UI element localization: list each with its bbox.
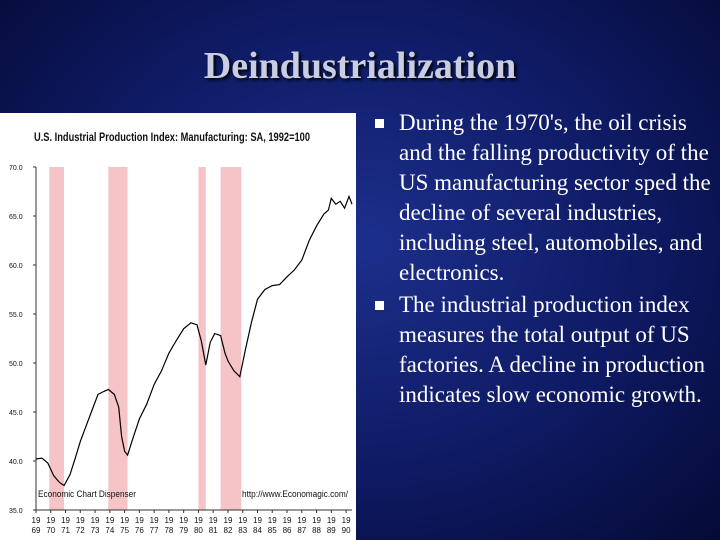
x-tick-label: 19 [283, 516, 292, 525]
chart-image: U.S. Industrial Production Index: Manufa… [0, 113, 356, 540]
y-tick-label: 35.0 [9, 508, 23, 515]
y-tick-label: 50.0 [9, 361, 23, 368]
x-tick-label: 74 [105, 526, 114, 535]
y-tick-label: 45.0 [9, 410, 23, 417]
x-tick-label: 87 [297, 526, 306, 535]
x-tick-label: 85 [268, 526, 277, 535]
industrial-production-chart: U.S. Industrial Production Index: Manufa… [9, 130, 353, 535]
x-tick-label: 69 [32, 526, 41, 535]
x-tick-label: 70 [46, 526, 55, 535]
x-tick-label: 77 [150, 526, 159, 535]
x-tick-label: 19 [209, 516, 218, 525]
x-tick-label: 80 [194, 526, 203, 535]
x-tick-label: 19 [253, 516, 262, 525]
x-tick-label: 19 [268, 516, 277, 525]
x-tick-label: 83 [238, 526, 247, 535]
x-tick-label: 84 [253, 526, 262, 535]
bullet-item: The industrial production index measures… [372, 290, 712, 410]
y-tick-label: 40.0 [9, 459, 23, 466]
x-tick-label: 19 [179, 516, 188, 525]
slide-title: Deindustrialization [203, 45, 517, 87]
x-tick-label: 76 [135, 526, 144, 535]
x-tick-label: 90 [342, 526, 351, 535]
recession-band [49, 167, 65, 510]
x-tick-label: 79 [179, 526, 188, 535]
x-tick-label: 19 [238, 516, 247, 525]
recession-band [108, 167, 128, 510]
bullet-marker-icon [375, 119, 384, 128]
x-tick-label: 19 [32, 516, 41, 525]
x-tick-label: 19 [76, 516, 85, 525]
x-tick-label: 19 [91, 516, 100, 525]
y-tick-label: 70.0 [9, 165, 23, 172]
bullet-text: The industrial production index measures… [399, 292, 705, 407]
x-tick-label: 82 [224, 526, 233, 535]
y-tick-label: 60.0 [9, 263, 23, 270]
chart-title: U.S. Industrial Production Index: Manufa… [34, 130, 310, 144]
x-tick-label: 19 [224, 516, 233, 525]
x-tick-label: 81 [209, 526, 218, 535]
x-tick-label: 19 [327, 516, 336, 525]
bullet-item: During the 1970's, the oil crisis and th… [372, 108, 712, 288]
x-tick-label: 75 [120, 526, 129, 535]
recession-band [220, 167, 242, 510]
series-line [35, 194, 353, 487]
x-tick-label: 19 [312, 516, 321, 525]
x-tick-label: 19 [150, 516, 159, 525]
x-tick-label: 88 [312, 526, 321, 535]
x-tick-label: 19 [61, 516, 70, 525]
chart-annotation-left: Economic Chart Dispenser [38, 489, 136, 499]
bullet-marker-icon [375, 301, 384, 310]
recession-band [198, 167, 206, 510]
x-tick-label: 19 [342, 516, 351, 525]
x-tick-label: 78 [164, 526, 173, 535]
y-tick-label: 65.0 [9, 214, 23, 221]
x-tick-label: 89 [327, 526, 336, 535]
chart-annotation-right: http://www.Economagic.com/ [242, 489, 348, 499]
x-tick-label: 73 [91, 526, 100, 535]
x-tick-label: 86 [283, 526, 292, 535]
x-tick-label: 72 [76, 526, 85, 535]
x-tick-label: 19 [297, 516, 306, 525]
x-tick-label: 19 [105, 516, 114, 525]
x-tick-label: 19 [194, 516, 203, 525]
x-tick-label: 71 [61, 526, 70, 535]
bullet-list: During the 1970's, the oil crisis and th… [372, 108, 712, 412]
bullet-text: During the 1970's, the oil crisis and th… [399, 110, 711, 285]
x-tick-label: 19 [46, 516, 55, 525]
x-tick-label: 19 [135, 516, 144, 525]
x-tick-label: 19 [164, 516, 173, 525]
y-tick-label: 55.0 [9, 312, 23, 319]
x-tick-label: 19 [120, 516, 129, 525]
